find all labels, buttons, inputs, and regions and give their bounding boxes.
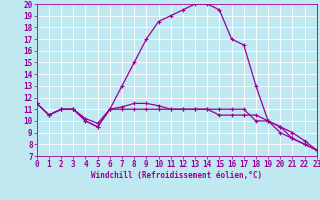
X-axis label: Windchill (Refroidissement éolien,°C): Windchill (Refroidissement éolien,°C) (91, 171, 262, 180)
